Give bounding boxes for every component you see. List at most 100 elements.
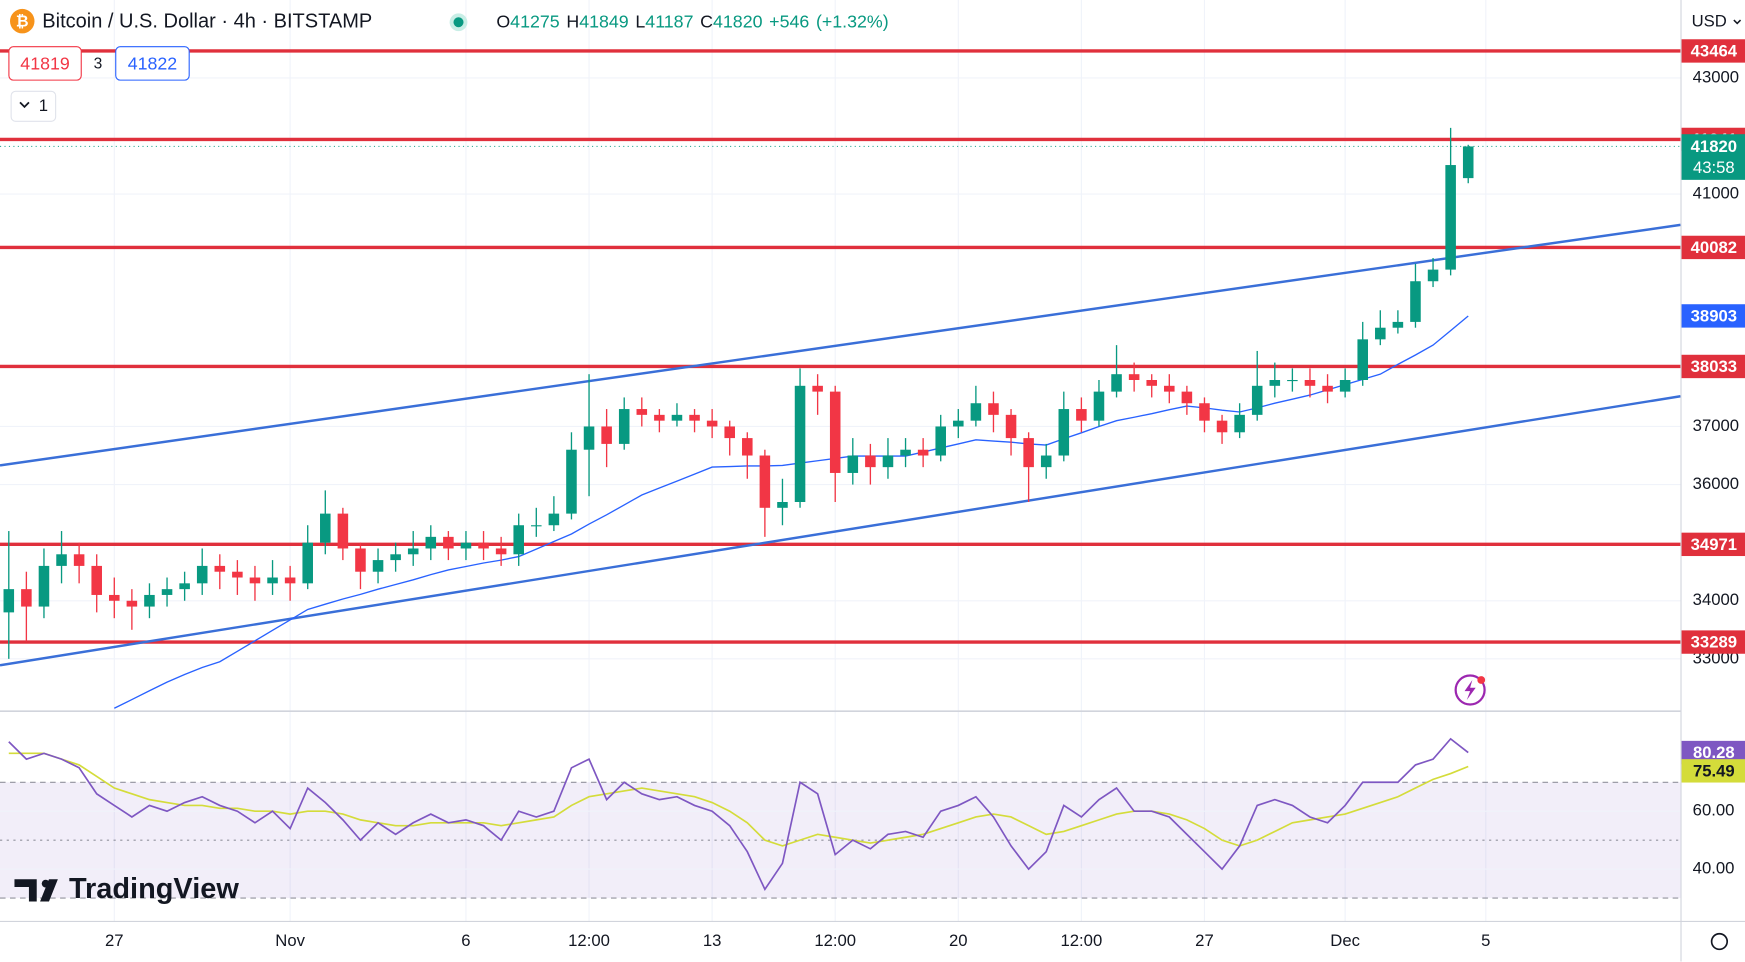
candle-body [1410, 281, 1421, 322]
candle-body [1339, 379, 1351, 392]
indicator-toggle[interactable] [10, 90, 57, 122]
candle-body [1005, 414, 1017, 439]
level-label-bg [1681, 354, 1745, 379]
y-tick-label: 37000 [1693, 416, 1739, 435]
coin-glyph: ₿ [16, 12, 29, 30]
candle-body [1445, 165, 1456, 270]
candle-body [73, 554, 85, 566]
rsi-line [8, 737, 1469, 892]
candle-body [654, 414, 665, 421]
x-tick-label: 27 [1195, 931, 1214, 950]
candle-body [794, 385, 806, 502]
candle-body [1234, 414, 1245, 433]
candle-body [320, 513, 331, 543]
last-price-label: 41820 [1691, 137, 1737, 156]
candle-body [513, 525, 524, 555]
candle-body [724, 426, 735, 439]
candle-body [812, 385, 823, 392]
candle-body [1269, 379, 1281, 386]
rsi-band [0, 782, 1681, 899]
axes: 27 Nov 6 12:00 13 12:00 20 12:00 27 Dec 5330003400… [105, 39, 1745, 950]
candle-body [900, 449, 911, 456]
candle-body [829, 391, 841, 473]
candle-body [618, 409, 630, 444]
trendline [0, 223, 1681, 467]
currency-chevron [1733, 19, 1742, 25]
candle-body [759, 455, 771, 508]
candle-body [1199, 403, 1210, 421]
currency[interactable]: USD [1692, 12, 1727, 31]
level-label-bg [1681, 630, 1745, 654]
market-status[interactable] [453, 17, 464, 28]
x-tick-label: 27 [105, 931, 124, 950]
ma-label-bg [1681, 304, 1745, 328]
candle-body [1375, 327, 1386, 340]
candle-body [1040, 455, 1052, 468]
c-value: 41820 [713, 11, 763, 31]
rsi-tick-label: 60.00 [1693, 801, 1735, 820]
candle-body [56, 554, 67, 566]
l-value: 41187 [645, 11, 693, 31]
candle-body [636, 409, 648, 415]
y-tick-label: 43000 [1693, 67, 1739, 86]
candle-body [1392, 321, 1404, 328]
level-label: 34971 [1691, 535, 1737, 554]
coin-icon [10, 8, 35, 34]
candle-body [1164, 385, 1175, 392]
candle-body [355, 548, 366, 572]
candle-body [478, 542, 489, 549]
level-label: 33289 [1691, 633, 1737, 652]
settings-icon[interactable] [1710, 932, 1729, 951]
candle-body [214, 565, 226, 572]
ask: 41822 [128, 53, 177, 73]
x-tick-label: 12:00 [1061, 931, 1103, 950]
candle-body [495, 548, 507, 555]
candle-body [3, 589, 15, 613]
candle-body [126, 600, 138, 607]
sell-button[interactable] [8, 46, 82, 81]
bid: 41819 [20, 53, 70, 73]
level-label-bg [1681, 39, 1745, 63]
x-tick-label: 5 [1481, 931, 1490, 950]
level-label: 43464 [1691, 41, 1738, 60]
candle-body [21, 589, 32, 607]
candle-body [425, 536, 437, 549]
candle-body [531, 525, 542, 527]
candle-body [249, 577, 261, 584]
buy-button[interactable] [115, 46, 190, 81]
candle-body [1181, 391, 1193, 404]
candle-body [953, 420, 964, 427]
candle-body [232, 571, 243, 578]
candle-body [91, 565, 102, 595]
x-tick-label: Nov [275, 931, 305, 950]
last-price-bg [1681, 134, 1745, 180]
candle-body [1093, 391, 1105, 421]
symbol-title[interactable]: Bitcoin / U.S. Dollar · 4h · BITSTAMP [42, 11, 372, 33]
candle-body [1357, 339, 1368, 380]
change-pct: (+1.32%) [816, 11, 889, 31]
change: +546 [769, 11, 809, 31]
candle-body [38, 565, 50, 607]
candle-body [284, 577, 296, 584]
trendline [0, 395, 1681, 667]
candle-body [1023, 438, 1034, 468]
level-label-bg [1681, 532, 1745, 557]
candle-body [372, 560, 384, 572]
candle-body [935, 426, 946, 456]
candle-body [917, 449, 929, 456]
candle-body [1076, 409, 1087, 421]
candle-body [1251, 385, 1263, 415]
candle-body [706, 420, 718, 427]
candle-body [443, 536, 454, 549]
candle-body [1287, 379, 1298, 382]
rsi-label-bg [1681, 740, 1745, 765]
candle-body [407, 548, 419, 555]
candle-body [267, 577, 278, 584]
candle-body [777, 501, 788, 508]
x-tick-label: 13 [703, 931, 722, 950]
spread: 3 [94, 56, 103, 73]
x-tick-label: 12:00 [568, 931, 610, 950]
candle-body [882, 455, 894, 468]
